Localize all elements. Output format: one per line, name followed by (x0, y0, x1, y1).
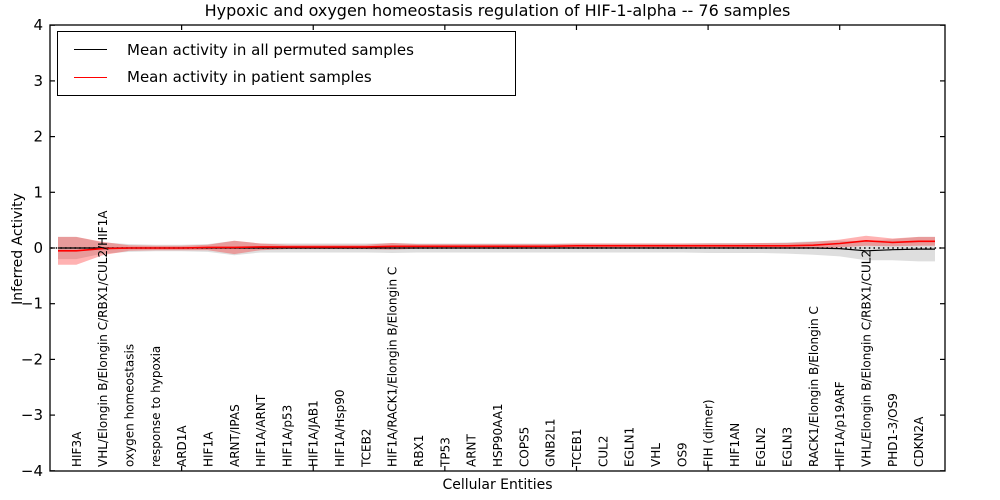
category-label: HIF1A/p19ARF (833, 381, 847, 467)
category-label: TCEB1 (570, 429, 584, 468)
category-label: HIF3A (70, 431, 84, 467)
patient-mean-line (58, 239, 935, 252)
category-label: RBX1 (412, 435, 426, 467)
category-label: RACK1/Elongin B/Elongin C (807, 306, 821, 467)
y-tick-label: 3 (33, 72, 43, 90)
x-axis-label: Cellular Entities (442, 477, 553, 493)
category-label: ARD1A (175, 425, 189, 467)
y-tick-label: 4 (33, 16, 43, 34)
y-tick-label: −3 (21, 406, 43, 424)
chart-title: Hypoxic and oxygen homeostasis regulatio… (204, 1, 791, 20)
category-label: CUL2 (596, 436, 610, 467)
category-label: FIH (dimer) (702, 399, 716, 467)
y-tick-label: −4 (21, 462, 43, 480)
category-label: OS9 (675, 442, 689, 467)
category-label: HSP90AA1 (491, 403, 505, 467)
category-label: VHL (649, 443, 663, 467)
permuted-line-swatch (74, 49, 107, 51)
category-label: response to hypoxia (149, 346, 163, 467)
y-tick-label: 0 (33, 239, 43, 257)
legend-entry-permuted: Mean activity in all permuted samples (74, 41, 505, 59)
category-label: TCEB2 (359, 429, 373, 468)
category-label: ARNT/IPAS (228, 404, 242, 467)
category-label: EGLN1 (623, 427, 637, 467)
category-label: HIF1A (201, 431, 215, 467)
category-label: ARNT (465, 433, 479, 467)
category-label: PHD1-3/OS9 (886, 393, 900, 467)
category-label: TP53 (438, 437, 452, 468)
category-label: oxygen homeostasis (123, 344, 137, 467)
category-label: EGLN3 (781, 427, 795, 467)
legend: Mean activity in all permuted samples Me… (57, 31, 516, 96)
y-axis-label: Inferred Activity (10, 193, 26, 305)
patient-line-swatch (74, 76, 107, 78)
category-label: HIF1A/RACK1/Elongin B/Elongin C (386, 267, 400, 467)
category-label: VHL/Elongin B/Elongin C/RBX1/CUL2/HIF1A (96, 210, 110, 467)
permuted-std-band (58, 236, 935, 262)
category-label: HIF1A/ARNT (254, 394, 268, 467)
y-tick-label: −1 (21, 295, 43, 313)
category-label: HIF1A/p53 (280, 405, 294, 467)
category-label: COPS5 (517, 427, 531, 467)
category-label: HIF1AN (728, 423, 742, 467)
legend-label-patient: Mean activity in patient samples (127, 68, 372, 87)
y-tick-label: −2 (21, 350, 43, 368)
y-tick-label: 2 (33, 128, 43, 146)
patient-std-band (58, 235, 935, 265)
legend-label-permuted: Mean activity in all permuted samples (127, 40, 414, 59)
category-label: HIF1A/Hsp90 (333, 389, 347, 467)
y-tick-label: 1 (33, 183, 43, 201)
category-label: GNB2L1 (544, 419, 558, 467)
category-label: HIF1A/JAB1 (307, 400, 321, 467)
legend-entry-patient: Mean activity in patient samples (74, 68, 505, 86)
category-label: CDKN2A (912, 416, 926, 467)
category-label: EGLN2 (754, 427, 768, 467)
category-label: VHL/Elongin B/Elongin C/RBX1/CUL2 (860, 250, 874, 467)
